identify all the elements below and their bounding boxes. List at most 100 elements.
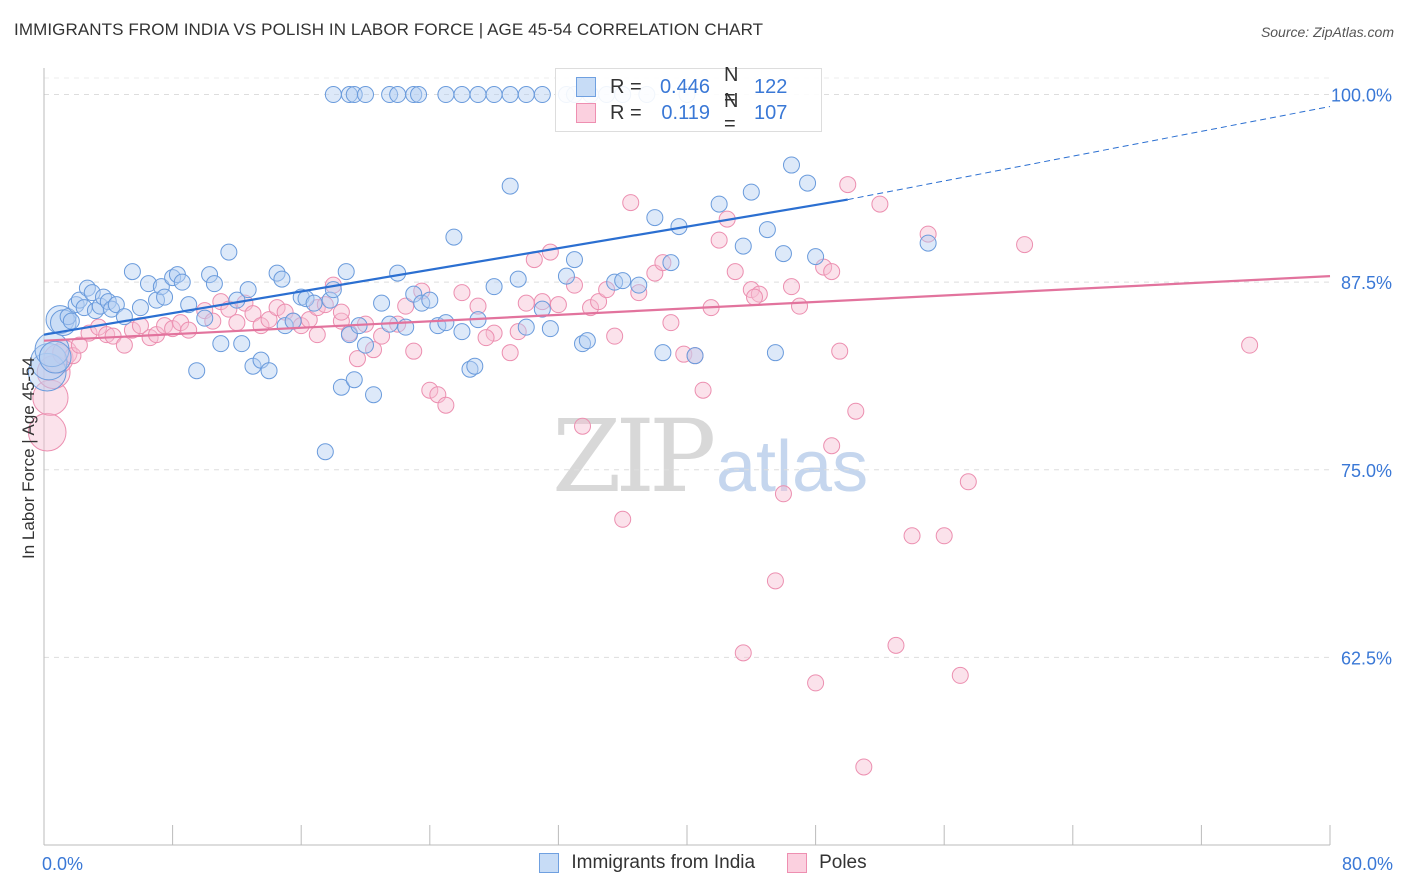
- x-tick-label: 0.0%: [42, 854, 83, 874]
- poles-point: [614, 510, 632, 528]
- india-point: [578, 332, 596, 350]
- poles-point: [228, 314, 246, 332]
- poles-point: [726, 263, 744, 281]
- poles-point: [590, 293, 608, 311]
- india-point: [646, 209, 664, 227]
- india-point: [437, 86, 455, 104]
- india-point: [239, 281, 257, 299]
- n-value: 107: [754, 101, 788, 124]
- india-point: [103, 300, 121, 318]
- india-point: [799, 174, 817, 192]
- india-point: [485, 86, 503, 104]
- legend-label-india: Immigrants from India: [571, 852, 756, 873]
- poles-point: [501, 344, 519, 362]
- poles-point: [115, 336, 133, 354]
- watermark-atlas: atlas: [716, 427, 869, 507]
- india-point: [501, 86, 519, 104]
- poles-point: [541, 243, 559, 261]
- india-point: [220, 243, 238, 261]
- n-value: 122: [754, 75, 788, 98]
- india-point: [62, 312, 80, 330]
- legend-label-poles: Poles: [819, 852, 867, 873]
- india-point: [173, 273, 191, 291]
- r-label: R =: [610, 101, 642, 124]
- poles-point: [397, 297, 415, 315]
- india-point: [807, 248, 825, 266]
- india-point: [662, 254, 680, 272]
- india-point: [919, 234, 937, 252]
- poles-point: [348, 350, 366, 368]
- poles-point: [405, 342, 423, 360]
- poles-point: [951, 666, 969, 684]
- poles-point: [123, 321, 141, 339]
- poles-point: [308, 326, 326, 344]
- legend-item-poles: Poles: [787, 852, 867, 874]
- legend-item-india: Immigrants from India: [539, 852, 755, 874]
- india-point: [27, 352, 67, 392]
- india-point: [139, 275, 157, 293]
- india-point: [156, 288, 174, 306]
- india-point: [421, 291, 439, 309]
- y-tick-label: 62.5%: [1341, 648, 1392, 668]
- india-point: [164, 269, 182, 287]
- india-trend-extension: [847, 106, 1331, 201]
- india-point: [533, 86, 551, 104]
- poles-point: [1016, 236, 1034, 254]
- india-point: [517, 318, 535, 336]
- india-point: [131, 299, 149, 317]
- india-point: [357, 86, 374, 104]
- india-point: [461, 360, 479, 378]
- india-point: [758, 221, 776, 239]
- poles-point: [70, 336, 88, 354]
- r-label: R =: [610, 75, 642, 98]
- india-point: [260, 362, 278, 380]
- india-point: [152, 278, 170, 296]
- india-point: [445, 228, 463, 246]
- india-point: [774, 245, 792, 263]
- india-point: [710, 195, 728, 213]
- india-point: [686, 347, 704, 365]
- india-point: [405, 86, 423, 104]
- poles-point: [27, 412, 67, 452]
- series-legend: Immigrants from India Poles: [0, 852, 1406, 874]
- poles-point: [935, 527, 953, 545]
- india-point: [284, 312, 302, 330]
- poles-point: [332, 303, 350, 321]
- india-point: [410, 86, 428, 104]
- india-point: [389, 264, 407, 282]
- india-point: [437, 314, 455, 332]
- india-point: [345, 371, 363, 389]
- india-point: [94, 288, 112, 306]
- poles-point: [694, 381, 712, 399]
- poles-point: [421, 381, 439, 399]
- india-point: [541, 320, 559, 338]
- india-swatch: [576, 77, 596, 97]
- poles-point: [517, 294, 535, 312]
- india-point: [212, 335, 230, 353]
- poles-point: [791, 297, 809, 315]
- x-tick-label: 80.0%: [1342, 854, 1393, 874]
- poles-point: [268, 299, 286, 317]
- poles-point: [1241, 336, 1259, 354]
- poles-point: [453, 284, 471, 302]
- n-label: N =: [724, 64, 739, 109]
- india-point: [107, 296, 125, 314]
- poles-point: [831, 342, 849, 360]
- poles-point: [662, 314, 680, 332]
- y-axis-title: In Labor Force | Age 45-54: [19, 357, 38, 559]
- india-point: [453, 323, 471, 341]
- india-trend-line: [43, 198, 848, 336]
- india-point: [469, 86, 487, 104]
- india-point: [565, 251, 583, 269]
- poles-point: [903, 527, 921, 545]
- india-point: [517, 86, 535, 104]
- india-point: [201, 266, 219, 284]
- poles-point: [847, 402, 865, 420]
- india-point: [324, 86, 342, 104]
- poles-point: [734, 644, 752, 662]
- india-point: [466, 357, 484, 375]
- poles-point: [807, 674, 825, 692]
- poles-point: [919, 225, 937, 243]
- india-point: [501, 177, 519, 195]
